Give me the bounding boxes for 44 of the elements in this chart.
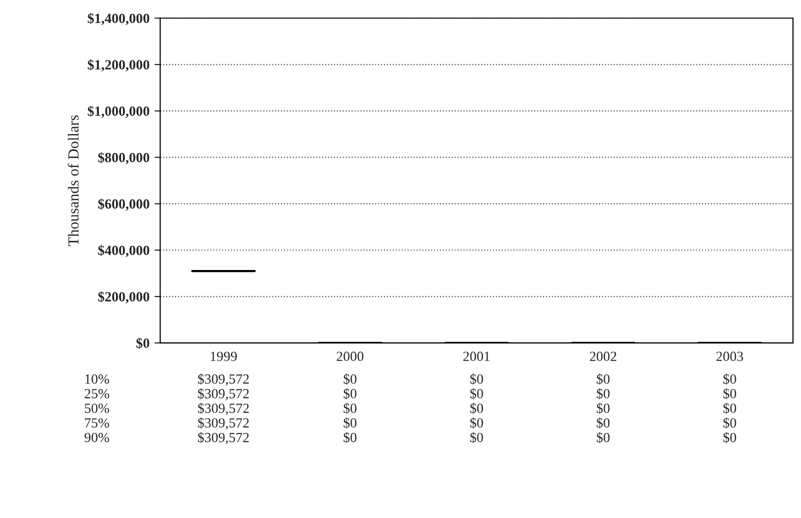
y-tick-label: $200,000	[98, 291, 150, 304]
text: $0	[596, 388, 610, 400]
text: $0	[723, 374, 736, 385]
text: $0	[596, 402, 610, 414]
x-tick-label: 2000	[336, 352, 364, 362]
text: 90%	[84, 432, 110, 442]
y-tick-label: $400,000	[98, 244, 150, 258]
y-tick-label: $1,200,000	[88, 59, 150, 72]
text: $0	[470, 402, 484, 414]
y-tick-label: $800,000	[98, 152, 150, 164]
x-tick-label: 2002	[590, 352, 616, 362]
text: 10%	[85, 374, 110, 384]
x-tick-label: 2003	[716, 352, 744, 362]
text: $0	[470, 417, 484, 429]
text: $0	[470, 432, 484, 444]
text: $0	[723, 432, 736, 444]
text: $0	[723, 417, 736, 429]
text: $0	[344, 402, 356, 414]
text: $309,572	[198, 432, 249, 444]
y-axis-title: Thousands of Dollars	[68, 115, 79, 246]
text: $0	[344, 388, 356, 400]
text: 50%	[84, 404, 110, 414]
text: $0	[344, 417, 356, 429]
text: $309,572	[198, 374, 249, 386]
text: $0	[596, 432, 610, 444]
text: $0	[723, 402, 736, 414]
text: $0	[470, 374, 484, 385]
text: $309,572	[198, 388, 249, 400]
text: $0	[596, 417, 610, 429]
y-tick-label: $600,000	[98, 198, 150, 211]
x-tick-label: 1999	[210, 352, 237, 362]
text: $0	[596, 374, 610, 385]
text: $309,572	[198, 402, 249, 415]
text: 25%	[84, 388, 110, 398]
x-tick-label: 2001	[463, 352, 490, 362]
text: $0	[344, 432, 356, 444]
text: $309,572	[198, 417, 249, 430]
y-tick-label: $1,000,000	[88, 106, 150, 118]
text: $0	[470, 388, 484, 400]
text: $0	[723, 388, 736, 400]
text: $0	[344, 374, 356, 385]
y-tick-label: $0	[136, 338, 150, 349]
text: 75%	[85, 418, 110, 428]
y-tick-label: $1,400,000	[88, 12, 150, 26]
